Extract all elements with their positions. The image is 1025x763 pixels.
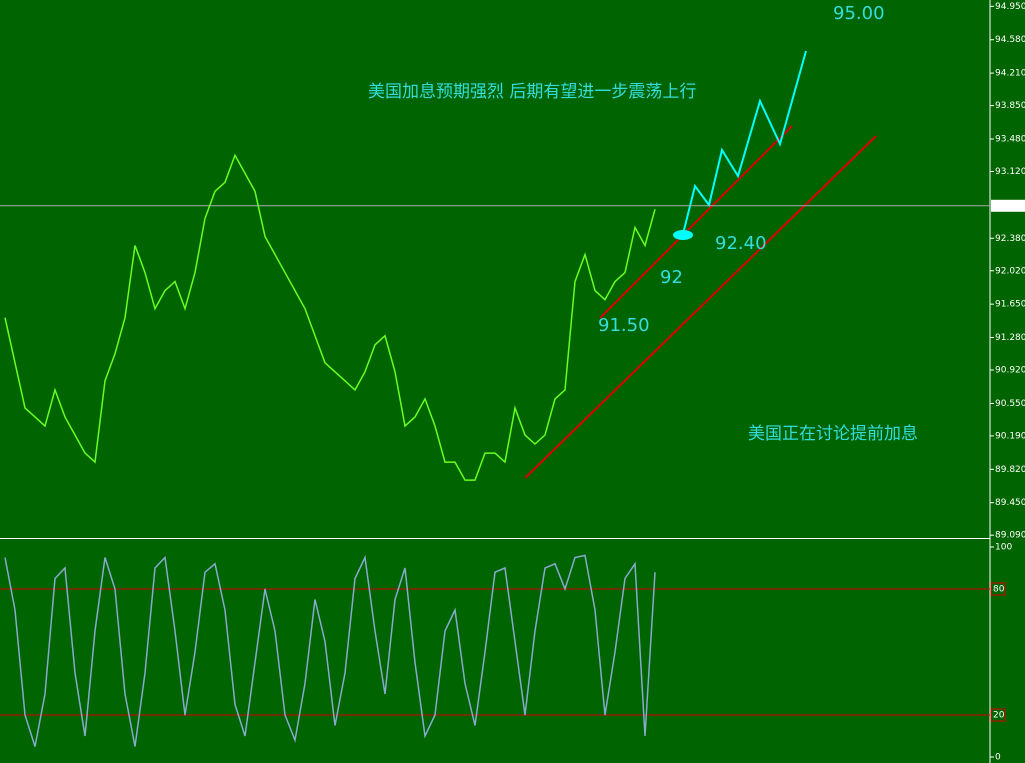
projection: [682, 50, 807, 235]
marker: [673, 230, 693, 240]
current-price-label: 92.740: [993, 201, 1025, 211]
annotation: 91.50: [598, 315, 650, 336]
y-tick-label: 90.190: [995, 431, 1025, 441]
y-tick-label: 0: [995, 753, 1001, 763]
annotation: 95.00: [833, 3, 885, 24]
y-tick-label: 90.920: [995, 366, 1025, 376]
y-tick-label: 89.820: [995, 465, 1025, 475]
y-tick-label: 91.280: [995, 333, 1025, 343]
level-box: [990, 708, 1006, 722]
current-price-box: [991, 199, 1025, 212]
annotation: 92: [660, 267, 683, 288]
series-line: [4, 554, 656, 747]
y-tick-label: 94.580: [995, 35, 1025, 45]
trend-line: [524, 135, 877, 479]
y-tick-label: 94.210: [995, 69, 1025, 79]
annotation: 92.40: [715, 233, 767, 254]
y-tick-label: 93.850: [995, 101, 1025, 111]
level-label: 80: [993, 585, 1005, 595]
annotation: 美国加息预期强烈 后期有望进一步震荡上行: [368, 82, 696, 102]
level-box: [990, 582, 1006, 596]
y-tick-label: 91.650: [995, 300, 1025, 310]
y-tick-label: 93.480: [995, 134, 1025, 144]
y-tick-label: 100: [995, 543, 1012, 553]
annotation: 美国正在讨论提前加息: [748, 424, 918, 444]
y-tick-label: 94.950: [995, 2, 1025, 12]
level-label: 20: [993, 711, 1005, 721]
y-tick-label: 92.380: [995, 234, 1025, 244]
y-tick-label: 89.450: [995, 498, 1025, 508]
trend-line: [599, 125, 793, 319]
series-line: [4, 153, 656, 481]
y-tick-label: 93.120: [995, 167, 1025, 177]
y-tick-label: 92.020: [995, 266, 1025, 276]
y-tick-label: 89.090: [995, 531, 1025, 541]
y-tick-label: 90.550: [995, 399, 1025, 409]
